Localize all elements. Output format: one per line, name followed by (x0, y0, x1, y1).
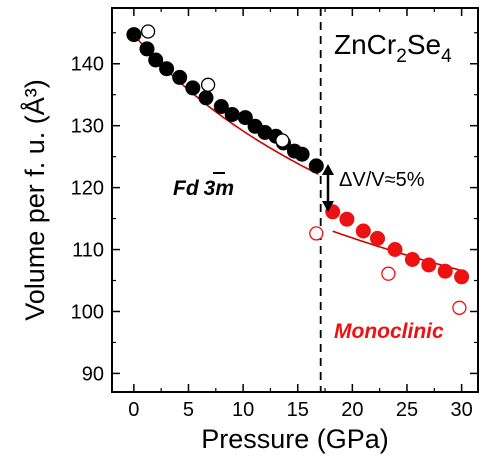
x-tick-label: 5 (183, 399, 194, 421)
data-point-cubic-filled (198, 90, 214, 106)
data-points (126, 24, 470, 315)
y-tick-label: 110 (72, 240, 104, 262)
volume-change-arrow (322, 164, 334, 212)
data-point-cubic-filled (308, 158, 324, 174)
y-tick-label: 100 (71, 301, 104, 323)
x-tick-label: 15 (287, 399, 309, 421)
data-point-cubic-filled (159, 61, 175, 77)
axis-tick-labels: 0 5 10 15 20 25 30 90 100 110 120 130 140 (71, 54, 473, 421)
x-axis-title: Pressure (GPa) (201, 424, 389, 454)
data-point-monoclinic-open (452, 300, 467, 315)
data-point-cubic-filled (148, 52, 164, 68)
data-point-monoclinic-filled (437, 263, 453, 279)
data-point-monoclinic-open (309, 226, 324, 241)
data-point-monoclinic-open (381, 266, 396, 281)
data-point-monoclinic-filled (370, 230, 385, 246)
data-point-monoclinic-filled (339, 211, 355, 227)
data-point-cubic-filled (213, 99, 229, 114)
data-point-monoclinic-filled (387, 242, 403, 257)
data-point-monoclinic-filled (421, 257, 437, 273)
data-point-cubic-open (275, 133, 290, 148)
x-tick-label: 20 (341, 399, 363, 421)
data-point-cubic-filled (237, 110, 253, 126)
monoclinic-phase-label: Monoclinic (334, 320, 444, 343)
data-point-cubic-filled (185, 80, 201, 96)
axis-ticks (112, 8, 478, 392)
data-point-monoclinic-filled (404, 252, 420, 267)
y-tick-label: 130 (71, 116, 104, 138)
volume-change-label: ΔV/V≈5% (339, 169, 425, 191)
y-tick-label: 120 (71, 178, 104, 200)
data-point-cubic-filled (126, 27, 142, 43)
data-point-cubic-filled (224, 107, 240, 122)
y-tick-label: 140 (71, 54, 104, 76)
data-point-cubic-open (140, 24, 156, 39)
x-tick-label: 30 (450, 399, 472, 421)
data-point-cubic-open (200, 77, 216, 92)
cubic-phase-label: Fd 3m (173, 177, 234, 200)
plot-frame (111, 7, 479, 393)
y-axis-title: Volume per f. u. (Å³) (19, 79, 50, 321)
data-point-cubic-filled (139, 41, 155, 57)
y-tick-label: 90 (82, 363, 104, 385)
x-tick-label: 25 (396, 399, 418, 421)
x-tick-label: 10 (232, 399, 254, 421)
data-point-monoclinic-filled (355, 223, 371, 239)
data-point-cubic-filled (172, 69, 188, 85)
compound-formula: ZnCr2Se4 (334, 29, 452, 67)
data-point-monoclinic-filled (454, 269, 470, 285)
x-tick-label: 0 (128, 399, 139, 421)
data-point-cubic-filled (294, 146, 310, 162)
